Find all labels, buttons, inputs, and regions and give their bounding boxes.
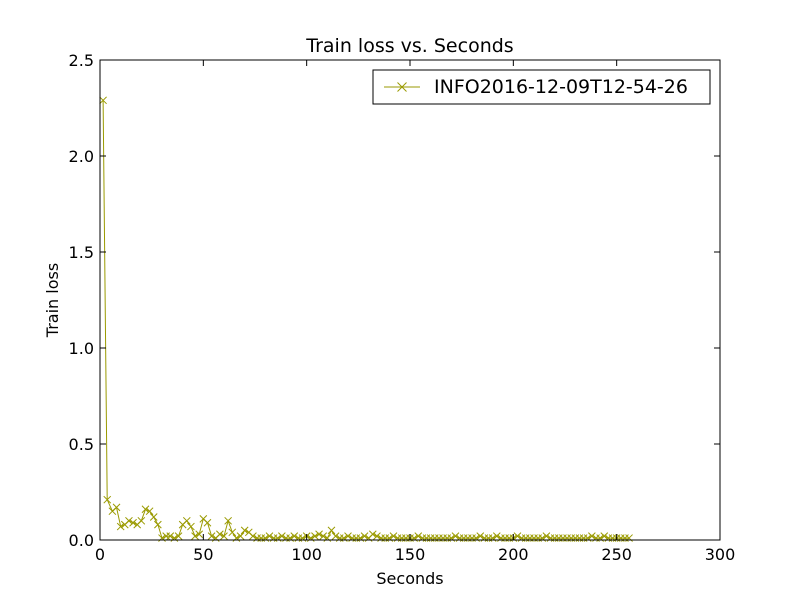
y-tick-label: 1.5 xyxy=(69,243,94,262)
data-point-marker xyxy=(224,516,232,525)
data-point-marker xyxy=(220,532,228,541)
y-tick-label: 2.5 xyxy=(69,51,94,70)
data-point-marker xyxy=(476,532,485,541)
data-point-marker xyxy=(154,520,162,529)
data-point-marker xyxy=(216,530,224,539)
legend-box xyxy=(372,69,711,105)
data-point-marker xyxy=(311,532,319,541)
data-point-marker xyxy=(331,532,340,541)
y-axis: 0.0 0.5 1.0 1.5 2.0 2.5 xyxy=(69,51,720,550)
data-point-marker xyxy=(99,96,107,105)
data-point-marker xyxy=(187,522,195,531)
x-tick-label: 200 xyxy=(498,545,529,564)
data-point-marker xyxy=(112,503,121,512)
x-tick-label: 250 xyxy=(601,545,632,564)
data-point-marker xyxy=(588,532,596,541)
data-point-marker xyxy=(368,530,377,539)
legend-marker-x-icon xyxy=(397,82,407,92)
data-point-marker xyxy=(236,532,245,541)
y-tick-label: 1.0 xyxy=(69,339,94,358)
data-point-marker xyxy=(103,495,112,504)
legend: INFO2016-12-09T12-54-26 xyxy=(372,69,711,105)
x-axis: 0 50 100 150 200 250 300 xyxy=(95,60,735,564)
data-point-marker xyxy=(327,526,336,535)
data-point-marker xyxy=(265,532,274,541)
y-tick-label: 2.0 xyxy=(69,147,94,166)
data-point-marker xyxy=(389,532,398,541)
legend-series-label: INFO2016-12-09T12-54-26 xyxy=(434,76,688,98)
data-point-marker xyxy=(492,532,501,541)
x-tick-label: 150 xyxy=(395,545,426,564)
data-point-marker xyxy=(513,532,522,541)
data-point-marker xyxy=(141,505,150,514)
data-point-marker xyxy=(290,532,299,541)
data-point-marker xyxy=(195,530,204,539)
data-point-marker xyxy=(451,532,460,541)
data-point-marker xyxy=(600,532,609,541)
data-point-marker xyxy=(191,532,199,541)
data-point-marker xyxy=(414,532,423,541)
y-tick-label: 0.0 xyxy=(69,531,94,550)
chart-title: Train loss vs. Seconds xyxy=(305,35,513,57)
data-point-marker xyxy=(315,530,323,539)
data-point-marker xyxy=(149,513,158,521)
data-point-marker xyxy=(174,532,183,541)
x-tick-label: 300 xyxy=(705,545,736,564)
data-point-marker xyxy=(137,516,146,525)
data-point-marker xyxy=(207,532,216,541)
data-point-marker xyxy=(125,516,133,525)
data-point-marker xyxy=(116,522,125,531)
x-tick-label: 50 xyxy=(193,545,213,564)
data-point-marker xyxy=(166,532,175,541)
data-point-marker xyxy=(145,507,154,516)
data-point-marker xyxy=(182,516,191,525)
data-point-marker xyxy=(373,532,381,541)
data-point-marker xyxy=(228,528,237,537)
data-point-marker xyxy=(360,532,369,541)
data-point-marker xyxy=(319,532,328,541)
y-axis-label: Train loss xyxy=(43,263,62,338)
data-point-marker xyxy=(249,532,257,541)
data-point-marker xyxy=(344,532,352,541)
x-axis-label: Seconds xyxy=(376,569,443,588)
x-tick-label: 100 xyxy=(291,545,322,564)
data-point-marker xyxy=(278,532,286,541)
data-point-marker xyxy=(240,526,249,535)
data-point-marker xyxy=(129,518,137,527)
x-tick-label: 0 xyxy=(95,545,105,564)
y-tick-label: 0.5 xyxy=(69,435,94,454)
data-point-marker xyxy=(542,532,551,541)
data-point-marker xyxy=(203,518,212,527)
